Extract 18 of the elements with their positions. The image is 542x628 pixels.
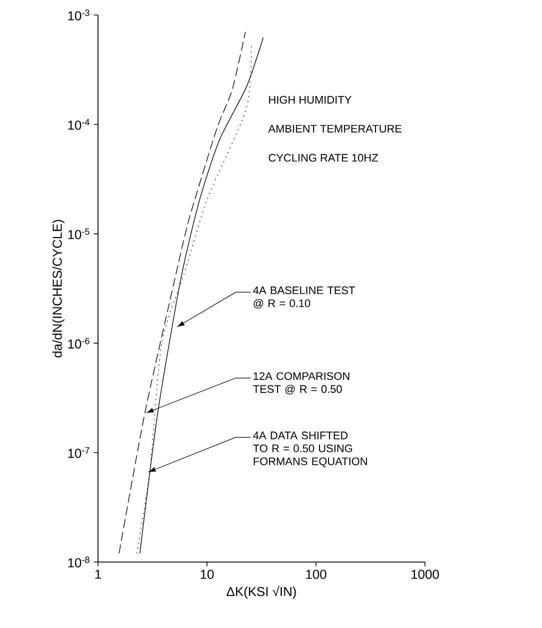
y-tick-label: 10$^{-3}$ bbox=[68, 10, 90, 20]
x-tick-label: 1000 bbox=[412, 570, 439, 579]
y-tick-label: 10$^{-7}$ bbox=[68, 447, 90, 458]
annotation: AMBIENT TEMPERATURE bbox=[268, 124, 402, 133]
x-tick-label: 10 bbox=[200, 570, 214, 579]
x-axis-title: ΔK(KSI √IN) bbox=[226, 586, 296, 599]
annotation: 4A DATA SHIFTED TO R = 0.50 USING FORMANS EQUATION bbox=[253, 432, 367, 468]
y-tick-label: 10$^{-6}$ bbox=[68, 338, 90, 349]
y-tick-label: 10$^{-5}$ bbox=[68, 228, 90, 240]
x-tick-label: 1 bbox=[95, 570, 101, 579]
y-tick-label: 10$^{-4}$ bbox=[68, 119, 90, 130]
annotation: HIGH HUMIDITY bbox=[269, 96, 352, 104]
annotation: 4A BASELINE TEST @ R = 0.10 bbox=[253, 286, 355, 309]
y-tick-label: 10$^{-8}$ bbox=[68, 556, 90, 568]
annotation: 12A COMPARISON TEST @ R = 0.50 bbox=[253, 372, 350, 394]
annotation: CYCLING RATE 10HZ bbox=[268, 154, 378, 162]
y-axis-title: da/dN(INCHES/CYCLE) bbox=[52, 220, 64, 358]
x-tick-label: 100 bbox=[306, 570, 326, 579]
